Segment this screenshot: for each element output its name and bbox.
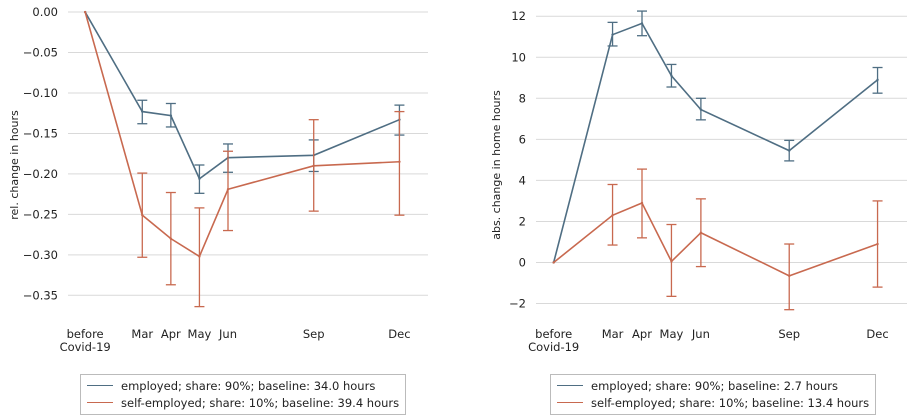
x-tick-label: Jun <box>218 327 237 341</box>
x-tick-label: Covid-19 <box>60 340 111 354</box>
data-point-self-employed <box>876 242 879 246</box>
x-tick-label: Mar <box>131 327 153 341</box>
data-point-employed <box>198 177 201 180</box>
x-tick-label: before <box>67 327 104 341</box>
x-tick-label: Sep <box>778 327 800 341</box>
y-tick-label: 12 <box>511 9 526 23</box>
data-point-self-employed <box>552 261 555 264</box>
data-point-employed <box>788 149 791 152</box>
right-chart-legend: employed; share: 90%; baseline: 2.7 hour… <box>550 374 877 415</box>
x-tick-label: Sep <box>303 327 325 341</box>
y-tick-label: −2 <box>509 297 526 311</box>
y-tick-label: −0.05 <box>23 46 58 60</box>
data-point-self-employed <box>83 10 87 14</box>
data-point-employed <box>141 110 144 113</box>
x-tick-label: May <box>660 327 684 341</box>
legend-entry-self-employed: self-employed; share: 10%; baseline: 39.… <box>87 394 399 411</box>
data-point-self-employed <box>699 231 703 234</box>
legend-swatch-employed <box>557 385 583 386</box>
data-point-self-employed <box>141 213 144 217</box>
y-tick-label: −0.25 <box>23 207 58 221</box>
x-tick-label: Apr <box>161 327 181 341</box>
left-chart-panel: 0.00 −0.05 −0.10 −0.15 −0.20 −0.25 −0.30 −0.35 b… <box>8 5 428 354</box>
x-tick-label: before <box>535 327 572 341</box>
data-point-self-employed <box>670 260 673 263</box>
y-tick-label: 6 <box>519 132 526 146</box>
series-line-employed <box>552 22 879 263</box>
legend-label-self-employed: self-employed; share: 10%; baseline: 13.… <box>591 395 870 410</box>
y-tick-label: 0.00 <box>32 5 58 19</box>
x-tick-label: Dec <box>388 327 410 341</box>
y-axis-label: abs. change in home hours <box>490 90 503 240</box>
data-point-self-employed <box>226 188 230 191</box>
series-line-self-employed <box>84 11 400 258</box>
y-tick-label: −0.10 <box>23 86 58 100</box>
legend-swatch-self-employed <box>87 402 113 403</box>
x-tick-label: Jun <box>691 327 710 341</box>
series-line-self-employed <box>553 201 878 277</box>
legend-entry-employed: employed; share: 90%; baseline: 34.0 hou… <box>87 377 399 394</box>
legend-label-employed: employed; share: 90%; baseline: 34.0 hou… <box>121 378 376 393</box>
legend-swatch-employed <box>87 385 113 386</box>
data-point-self-employed <box>788 274 791 278</box>
x-tick-label: Apr <box>632 327 652 341</box>
data-point-employed <box>611 33 614 36</box>
data-point-employed <box>876 78 879 82</box>
data-point-employed <box>169 114 173 117</box>
y-tick-label: −0.30 <box>23 248 58 262</box>
left-chart-legend: employed; share: 90%; baseline: 34.0 hou… <box>80 374 407 415</box>
legend-label-self-employed: self-employed; share: 10%; baseline: 39.… <box>121 395 400 410</box>
data-point-employed <box>640 22 644 25</box>
x-tick-label: Dec <box>866 327 888 341</box>
legend-entry-employed: employed; share: 90%; baseline: 2.7 hour… <box>557 377 869 394</box>
legend-swatch-self-employed <box>557 402 583 403</box>
data-point-employed <box>670 74 673 77</box>
legend-label-employed: employed; share: 90%; baseline: 2.7 hour… <box>591 378 838 393</box>
x-tick-label: May <box>188 327 212 341</box>
y-tick-label: 10 <box>511 50 526 64</box>
data-point-self-employed <box>198 255 201 258</box>
y-tick-label: −0.35 <box>23 288 58 302</box>
y-axis-label: rel. change in hours <box>8 110 21 220</box>
y-tick-label: 8 <box>519 91 526 105</box>
data-point-self-employed <box>611 214 614 217</box>
y-tick-label: −0.15 <box>23 126 58 140</box>
x-tick-label: Mar <box>602 327 624 341</box>
y-tick-label: 0 <box>519 255 526 269</box>
y-tick-label: 2 <box>519 214 526 228</box>
series-line-employed <box>84 11 400 180</box>
data-point-self-employed <box>169 237 173 240</box>
data-point-self-employed <box>640 201 644 205</box>
y-tick-label: 4 <box>519 173 526 187</box>
data-point-self-employed <box>398 160 401 163</box>
legend-entry-self-employed: self-employed; share: 10%; baseline: 13.… <box>557 394 869 411</box>
data-point-self-employed <box>312 164 315 168</box>
data-point-employed <box>699 108 703 111</box>
x-tick-label: Covid-19 <box>528 340 579 354</box>
y-tick-label: −0.20 <box>23 167 58 181</box>
